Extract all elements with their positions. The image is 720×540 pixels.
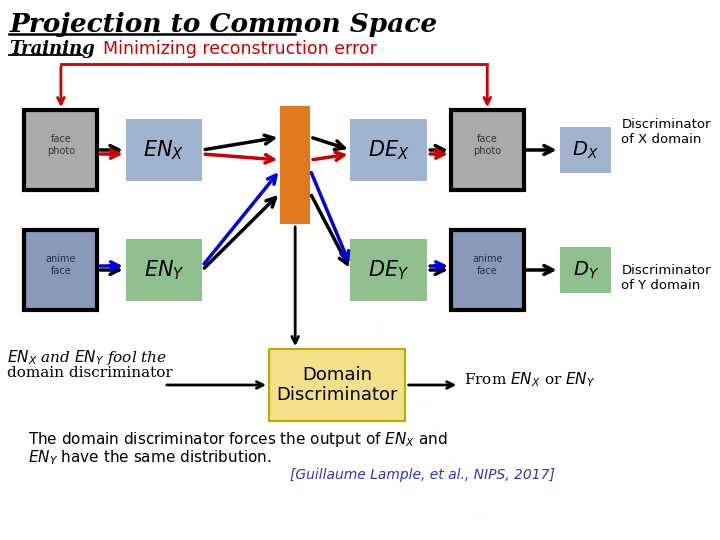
Bar — [451, 230, 524, 310]
Text: domain discriminator: domain discriminator — [7, 366, 174, 380]
Bar — [351, 239, 427, 301]
Text: $EN_X$: $EN_X$ — [143, 138, 184, 162]
Bar — [451, 110, 524, 190]
Text: anime
face: anime face — [472, 254, 503, 276]
Text: $D_Y$: $D_Y$ — [572, 259, 599, 281]
Bar — [125, 239, 202, 301]
Text: Domain: Domain — [302, 366, 372, 384]
Text: Discriminator
of Y domain: Discriminator of Y domain — [621, 264, 711, 292]
Bar — [24, 230, 97, 310]
Text: anime
face: anime face — [45, 254, 76, 276]
Text: Training: Training — [9, 40, 95, 58]
Text: $EN_Y$: $EN_Y$ — [143, 258, 184, 282]
Text: face
photo: face photo — [47, 134, 75, 156]
Text: Discriminator
of X domain: Discriminator of X domain — [621, 118, 711, 146]
Text: $EN_X$ and $EN_Y$ fool the: $EN_X$ and $EN_Y$ fool the — [7, 348, 168, 367]
Text: $DE_X$: $DE_X$ — [368, 138, 410, 162]
Text: Discriminator: Discriminator — [276, 386, 398, 404]
Bar — [560, 247, 611, 293]
Bar — [560, 127, 611, 173]
Text: $D_X$: $D_X$ — [572, 139, 599, 160]
Text: $EN_Y$ have the same distribution.: $EN_Y$ have the same distribution. — [28, 448, 271, 467]
Bar — [280, 106, 310, 224]
Bar — [269, 349, 405, 421]
Text: $DE_Y$: $DE_Y$ — [369, 258, 410, 282]
Text: [Guillaume Lample, et al., NIPS, 2017]: [Guillaume Lample, et al., NIPS, 2017] — [290, 468, 555, 482]
Bar — [351, 119, 427, 181]
Text: From $EN_X$ or $EN_Y$: From $EN_X$ or $EN_Y$ — [464, 370, 595, 389]
Text: Minimizing reconstruction error: Minimizing reconstruction error — [103, 40, 377, 58]
Text: Projection to Common Space: Projection to Common Space — [9, 12, 438, 37]
Bar — [125, 119, 202, 181]
Bar — [24, 110, 97, 190]
Text: face
photo: face photo — [473, 134, 501, 156]
Text: The domain discriminator forces the output of $EN_X$ and: The domain discriminator forces the outp… — [28, 430, 448, 449]
